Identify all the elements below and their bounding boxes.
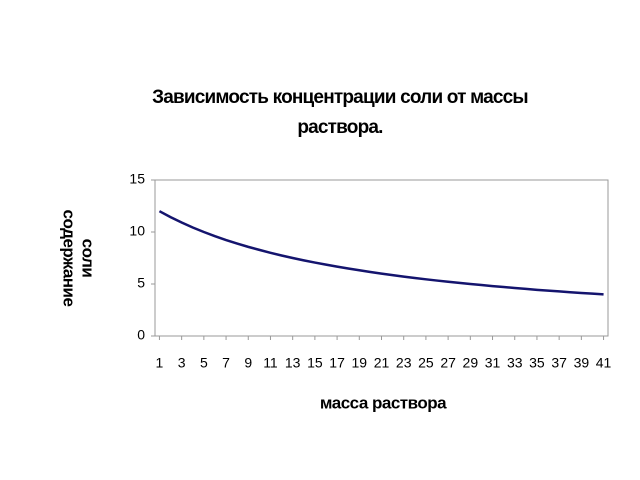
- x-tick-label: 35: [529, 355, 545, 371]
- x-tick-label: 3: [178, 355, 186, 371]
- x-tick-label: 39: [574, 355, 590, 371]
- chart-title: Зависимость концентрации соли от массы: [152, 87, 528, 108]
- x-tick-label: 29: [463, 355, 479, 371]
- data-line: [158, 210, 604, 296]
- y-tick-label: 0: [137, 327, 145, 343]
- x-tick-label: 1: [156, 355, 164, 371]
- chart-title: раствора.: [297, 117, 382, 138]
- x-tick-label: 37: [551, 355, 567, 371]
- x-tick-label: 15: [307, 355, 323, 371]
- x-tick-label: 5: [200, 355, 208, 371]
- x-tick-label: 23: [396, 355, 412, 371]
- y-axis-label-group: содержание соли: [60, 210, 98, 307]
- x-tick-label: 41: [596, 355, 612, 371]
- x-tick-label: 13: [285, 355, 301, 371]
- x-tick-label: 33: [507, 355, 523, 371]
- x-tick-label: 31: [485, 355, 501, 371]
- plot-area: [154, 179, 609, 337]
- y-tick-label: 5: [137, 275, 145, 291]
- x-tick-label: 9: [244, 355, 252, 371]
- x-tick-label: 11: [263, 355, 278, 371]
- x-tick-label: 19: [352, 355, 368, 371]
- y-tick-label: 10: [129, 223, 145, 239]
- x-tick-label: 27: [440, 355, 456, 371]
- x-tick-label: 7: [222, 355, 230, 371]
- x-tick-label: 21: [374, 355, 390, 371]
- x-axis-label: масса раствора: [320, 393, 447, 412]
- y-tick-label: 15: [129, 171, 145, 187]
- y-axis-label: содержание: [60, 210, 79, 307]
- x-tick-label: 25: [418, 355, 434, 371]
- y-axis-label: соли: [79, 239, 98, 278]
- x-tick-label: 17: [329, 355, 345, 371]
